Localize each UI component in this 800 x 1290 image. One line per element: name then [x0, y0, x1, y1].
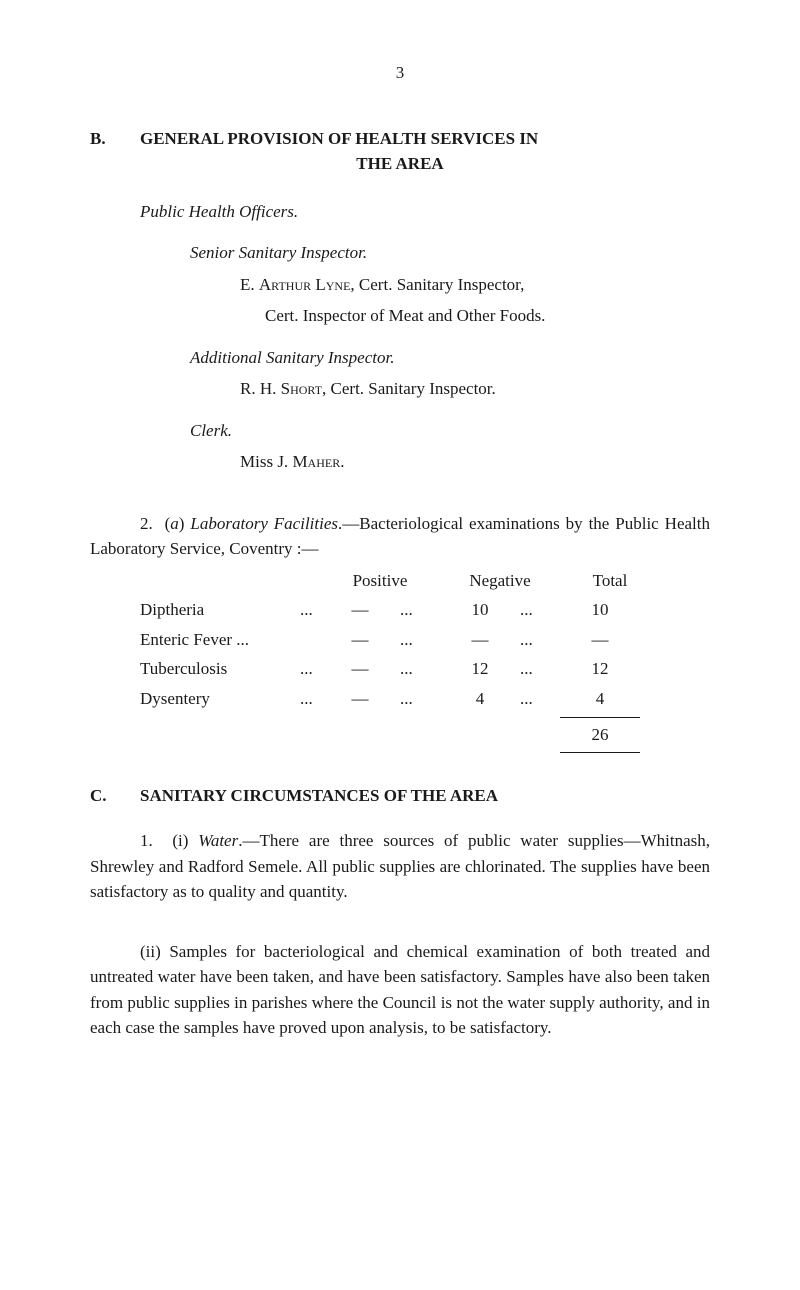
dots: ...	[400, 627, 440, 653]
dots: ...	[300, 597, 320, 623]
table-total-value: 26	[560, 717, 640, 753]
dots: ...	[520, 686, 560, 712]
additional-name: R. H. Short, Cert. Sanitary Inspector.	[240, 376, 710, 402]
td-neg: 12	[440, 656, 520, 682]
item-2-intro: 2. (a) Laboratory Facilities.—Bacteriolo…	[90, 511, 710, 562]
additional-heading: Additional Sanitary Inspector.	[190, 345, 710, 371]
section-c-para2: (ii) Samples for bacteriological and che…	[90, 939, 710, 1041]
td-pos: —	[320, 597, 400, 623]
th-total: Total	[560, 568, 660, 594]
td-neg: 10	[440, 597, 520, 623]
dots: ...	[520, 656, 560, 682]
dots: ...	[520, 597, 560, 623]
page-number: 3	[90, 60, 710, 86]
td-label: Enteric Fever ...	[140, 627, 300, 653]
table-header-row: Positive Negative Total	[140, 568, 710, 594]
dots: ...	[300, 656, 320, 682]
dots: ...	[400, 656, 440, 682]
table-row: Dysentery ... — ... 4 ... 4	[140, 686, 710, 712]
clerk-name: Miss J. Maher.	[240, 449, 710, 475]
section-b-title-line2: THE AREA	[90, 151, 710, 177]
section-c-para1: 1. (i) Water.—There are three sources of…	[90, 828, 710, 905]
td-tot: 12	[560, 656, 640, 682]
dots: ...	[400, 597, 440, 623]
td-tot: —	[560, 627, 640, 653]
th-positive: Positive	[320, 568, 440, 594]
lab-table: Positive Negative Total Diptheria ... — …	[140, 568, 710, 753]
table-row: Enteric Fever ... — ... — ... —	[140, 627, 710, 653]
section-c-title: SANITARY CIRCUMSTANCES OF THE AREA	[140, 783, 498, 809]
td-label: Tuberculosis	[140, 656, 300, 682]
senior-name-2: Cert. Inspector of Meat and Other Foods.	[265, 303, 710, 329]
td-label: Diptheria	[140, 597, 300, 623]
td-neg: —	[440, 627, 520, 653]
section-b-letter: B.	[90, 126, 140, 152]
senior-name-1: E. Arthur Lyne, Cert. Sanitary Inspector…	[240, 272, 710, 298]
section-b-heading: B. GENERAL PROVISION OF HEALTH SERVICES …	[90, 126, 710, 177]
td-neg: 4	[440, 686, 520, 712]
td-pos: —	[320, 627, 400, 653]
table-row: Tuberculosis ... — ... 12 ... 12	[140, 656, 710, 682]
clerk-heading: Clerk.	[190, 418, 710, 444]
dots: ...	[300, 686, 320, 712]
dots: ...	[400, 686, 440, 712]
td-tot: 4	[560, 686, 640, 712]
td-pos: —	[320, 686, 400, 712]
td-pos: —	[320, 656, 400, 682]
senior-heading: Senior Sanitary Inspector.	[190, 240, 710, 266]
table-row: Diptheria ... — ... 10 ... 10	[140, 597, 710, 623]
td-label: Dysentery	[140, 686, 300, 712]
table-total-row: 26	[140, 717, 710, 753]
officers-heading: Public Health Officers.	[140, 199, 710, 225]
th-negative: Negative	[440, 568, 560, 594]
section-b-title-line1: GENERAL PROVISION OF HEALTH SERVICES IN	[140, 126, 710, 152]
dots: ...	[520, 627, 560, 653]
section-c-letter: C.	[90, 783, 140, 809]
section-c-heading: C. SANITARY CIRCUMSTANCES OF THE AREA	[90, 783, 710, 809]
td-tot: 10	[560, 597, 640, 623]
